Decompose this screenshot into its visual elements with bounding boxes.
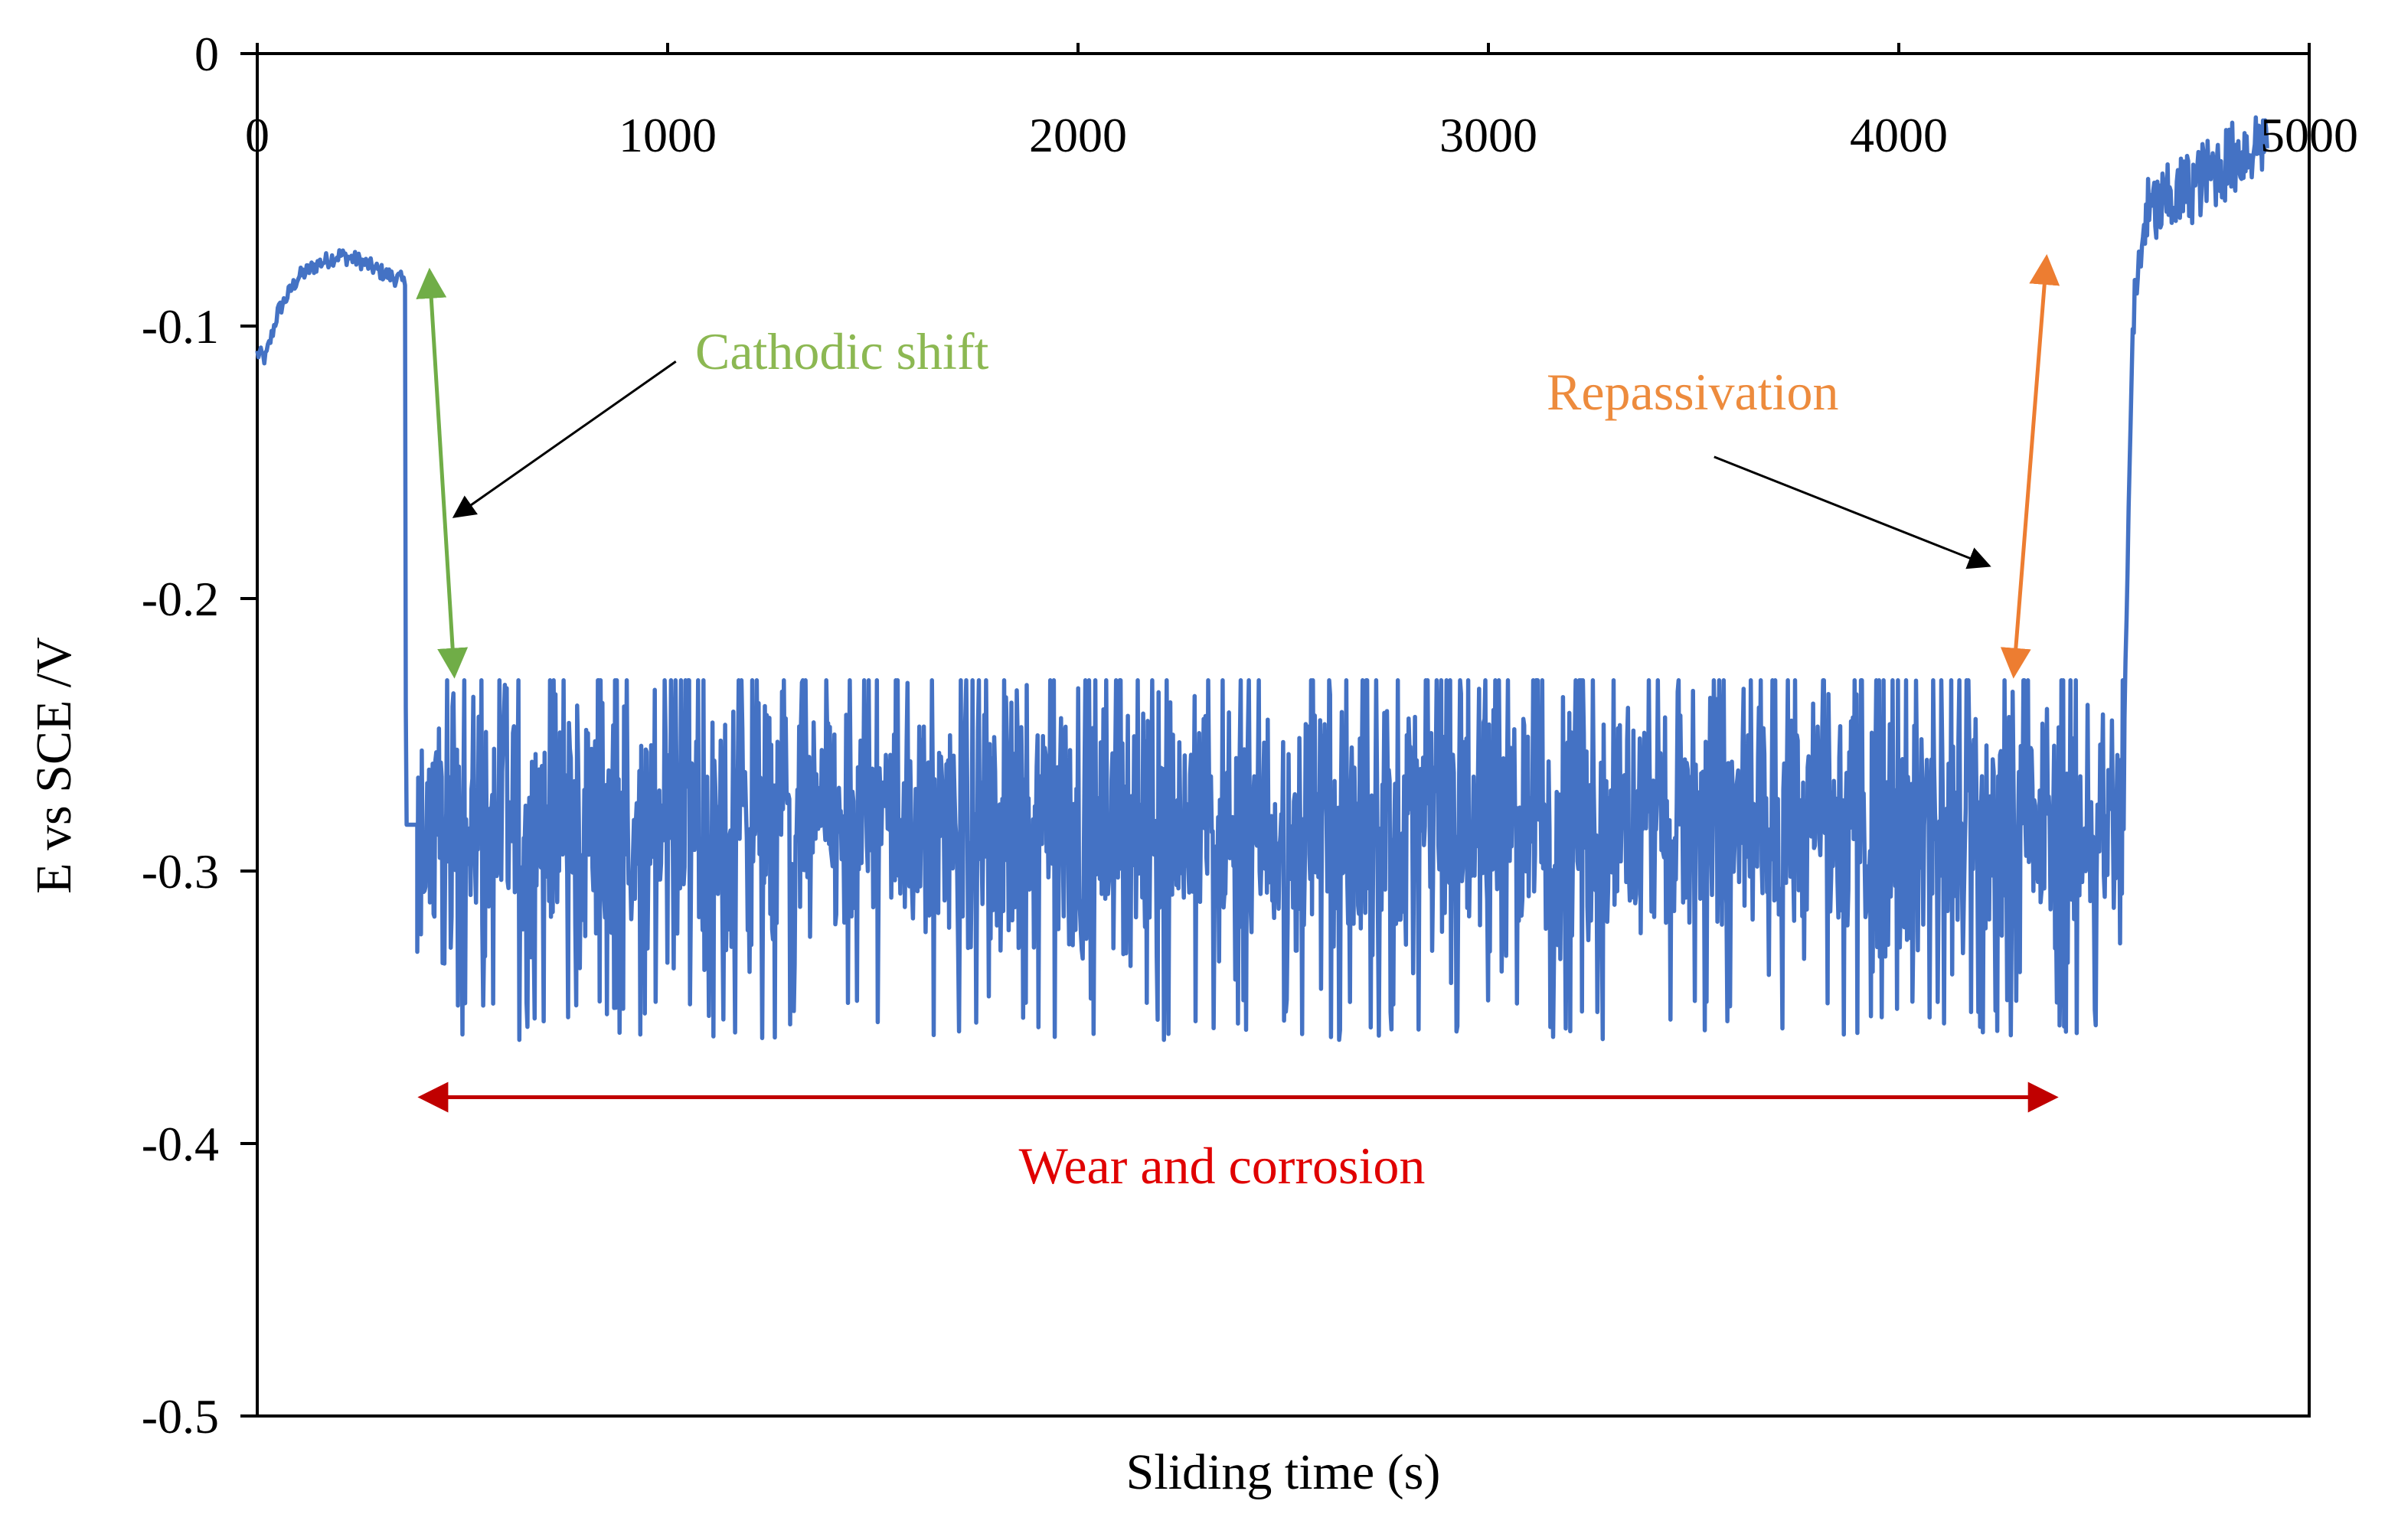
x-tick-label: 3000	[1439, 108, 1537, 162]
y-tick-label: -0.3	[142, 844, 219, 899]
annotation-cathodic-shift: Cathodic shift	[695, 322, 989, 380]
y-tick-label: 0	[194, 27, 219, 81]
x-tick-label: 0	[245, 108, 270, 162]
series-layer	[255, 115, 2269, 1042]
series-line-ocp	[255, 115, 2269, 1042]
x-axis: 0 1000 2000 3000 4000 5000	[245, 43, 2358, 162]
y-axis: 0 -0.1 -0.2 -0.3 -0.4 -0.5	[142, 27, 257, 1444]
x-axis-title: Sliding time (s)	[1126, 1444, 1441, 1500]
repassivation-double-arrow	[2000, 254, 2060, 679]
cathodic-shift-double-arrow	[416, 267, 469, 679]
y-tick-label: -0.2	[142, 572, 219, 626]
annotation-arrows	[416, 254, 2060, 1113]
y-tick-label: -0.5	[142, 1389, 219, 1444]
x-tick-label: 1000	[619, 108, 717, 162]
x-tick-label: 2000	[1029, 108, 1127, 162]
y-axis-title: E vs SCE /V	[26, 637, 82, 894]
x-tick-label: 4000	[1850, 108, 1948, 162]
y-tick-label: -0.4	[142, 1117, 219, 1171]
y-tick-label: -0.1	[142, 299, 219, 354]
annotation-repassivation: Repassivation	[1547, 363, 1839, 421]
x-tick-label: 5000	[2260, 108, 2358, 162]
repassivation-pointer	[1714, 455, 1991, 569]
cathodic-shift-pointer	[452, 361, 677, 518]
annotation-wear-and-corrosion: Wear and corrosion	[1019, 1137, 1426, 1195]
